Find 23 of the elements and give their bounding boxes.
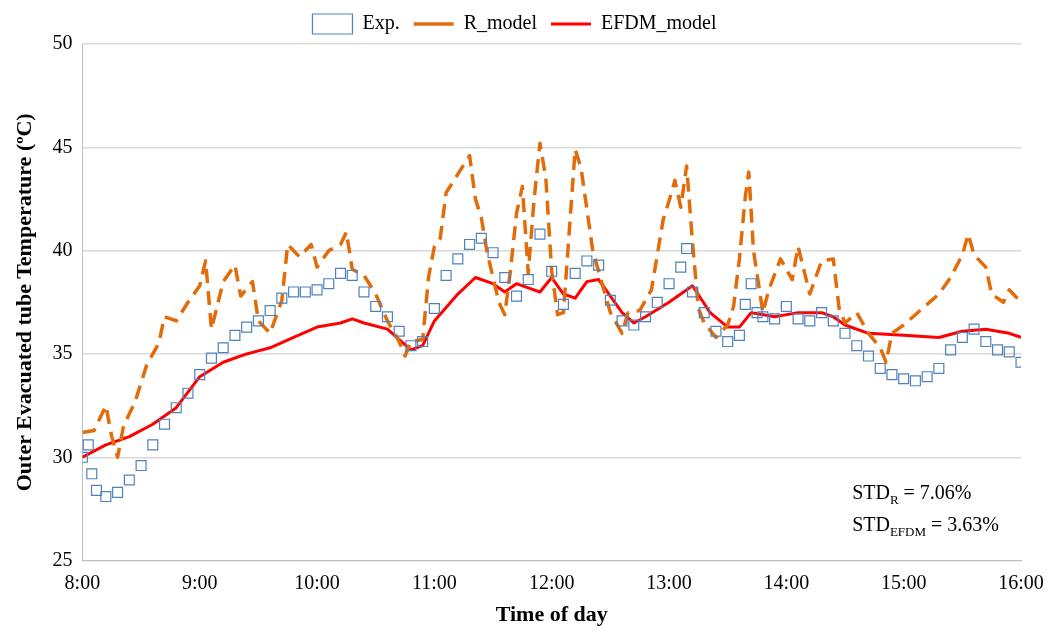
y-axis-title: Outer Evacuated tube Temperature (ºC) <box>10 113 36 492</box>
legend-label: Exp. <box>362 11 400 35</box>
x-tick-label: 10:00 <box>294 570 340 593</box>
y-tick-label: 50 <box>52 31 73 54</box>
legend-label: R_model <box>463 11 538 34</box>
annotation: STD$_{EFDM}$ = 3.63% <box>852 512 999 541</box>
y-tick-label: 40 <box>52 237 73 260</box>
x-axis-title: Time of day <box>495 601 608 627</box>
y-tick-label: 35 <box>52 341 73 364</box>
legend-label: EFDM_model <box>601 11 717 34</box>
y-tick-label: 25 <box>52 547 73 570</box>
x-tick-label: 8:00 <box>64 570 101 593</box>
annotation: STD$_{R}$ = 7.06% <box>852 480 973 509</box>
line-series <box>82 141 1021 460</box>
x-tick-label: 9:00 <box>181 570 218 593</box>
y-tick-label: 30 <box>52 444 73 467</box>
x-tick-label: 13:00 <box>646 570 692 593</box>
x-tick-label: 15:00 <box>880 570 927 593</box>
x-tick-label: 14:00 <box>763 570 810 593</box>
y-tick-label: 45 <box>52 134 73 157</box>
x-tick-label: 12:00 <box>528 570 575 593</box>
x-tick-label: 11:00 <box>411 570 457 593</box>
x-tick-label: 16:00 <box>998 570 1044 593</box>
